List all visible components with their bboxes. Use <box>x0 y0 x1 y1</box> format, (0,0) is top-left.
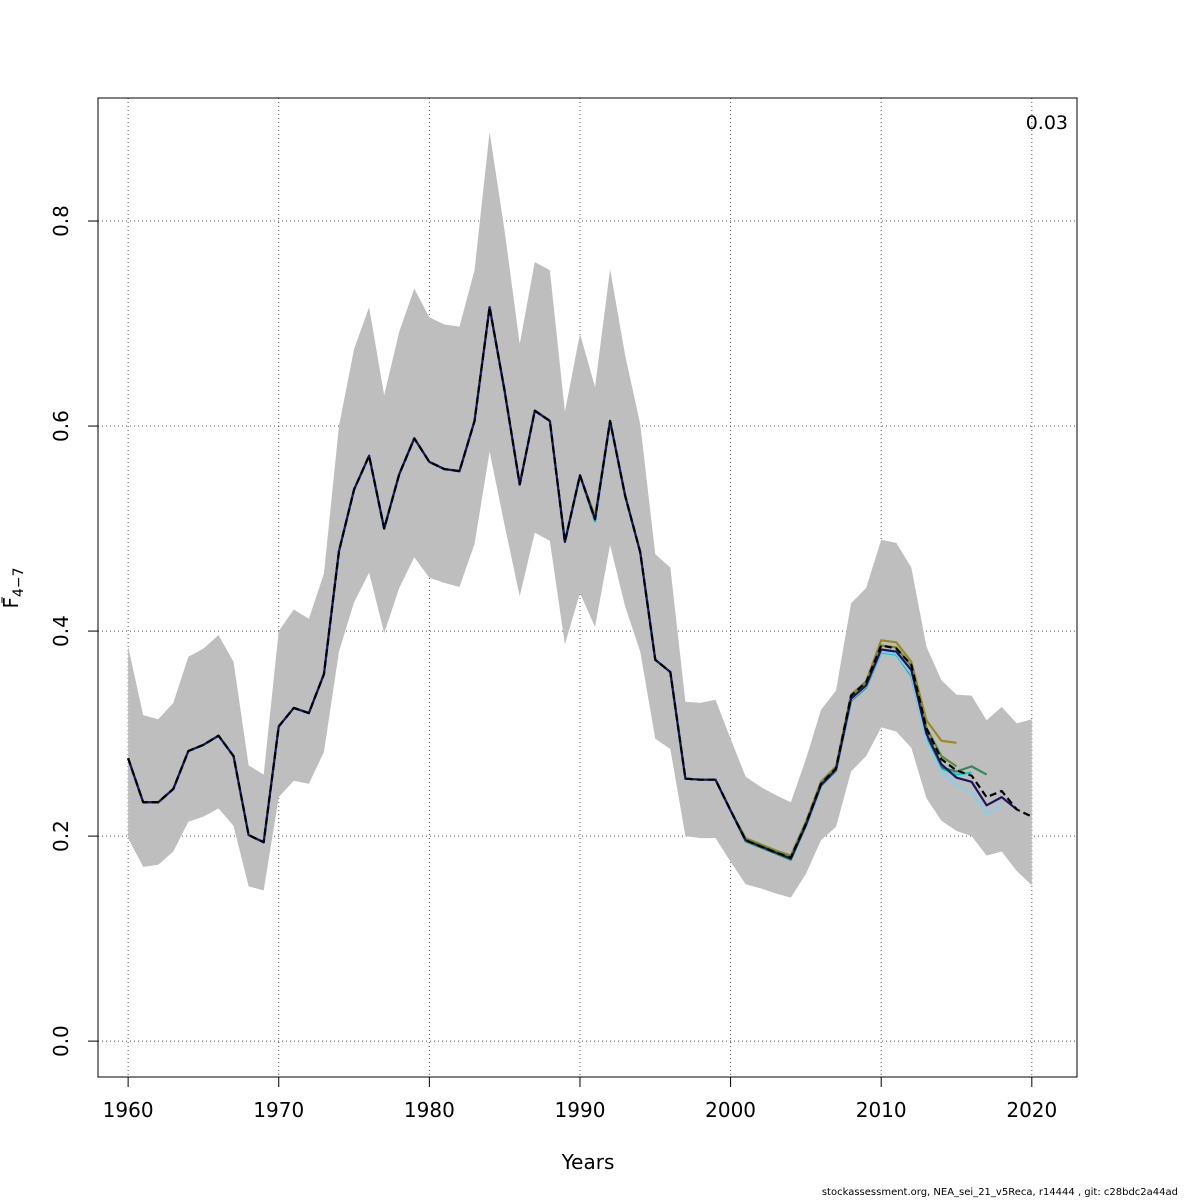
x-tick-label: 1970 <box>253 1098 304 1122</box>
y-tick-label: 0.0 <box>49 1025 73 1057</box>
y-tick-label: 0.2 <box>49 820 73 852</box>
x-tick-label: 2000 <box>705 1098 756 1122</box>
y-axis-title-main: F <box>0 597 23 609</box>
x-tick-label: 2020 <box>1006 1098 1057 1122</box>
y-axis-title-subscript: 4−7 <box>11 567 27 597</box>
x-axis: 1960 1970 1980 1990 2000 2010 2020 <box>103 1076 1057 1122</box>
x-tick-label: 1990 <box>555 1098 606 1122</box>
confidence-band-layer <box>128 131 1032 898</box>
x-tick-label: 1980 <box>404 1098 455 1122</box>
x-tick-label: 1960 <box>103 1098 154 1122</box>
series-lines <box>127 306 1033 861</box>
y-tick-label: 0.6 <box>49 410 73 442</box>
y-axis-title: F4−7 <box>0 567 27 608</box>
confidence-band <box>128 131 1032 898</box>
x-tick-label: 2010 <box>856 1098 907 1122</box>
footer-credit: stockassessment.org, NEA_sei_21_v5Reca, … <box>821 1187 1178 1198</box>
y-tick-label: 0.8 <box>49 205 73 237</box>
y-tick-label: 0.4 <box>49 615 73 647</box>
x-axis-title: Years <box>561 1150 615 1174</box>
corner-annotation: 0.03 <box>1026 112 1068 134</box>
y-axis: 0.0 0.2 0.4 0.6 0.8 <box>49 205 98 1057</box>
